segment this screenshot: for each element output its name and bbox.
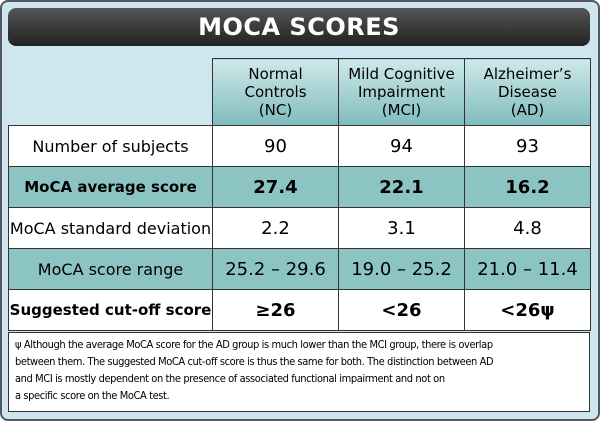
row-label: MoCA standard deviation — [8, 207, 213, 249]
footnote: ψ Although the average MoCA score for th… — [8, 332, 590, 412]
cell: 90 — [212, 125, 339, 167]
cell: 21.0 – 11.4 — [464, 248, 591, 290]
table-row: MoCA average score 27.4 22.1 16.2 — [8, 166, 591, 208]
cell: 2.2 — [212, 207, 339, 249]
header-blank — [8, 58, 213, 126]
header-row: Normal Controls (NC) Mild Cognitive Impairme… — [8, 58, 591, 126]
column-header-line: Mild Cognitive — [348, 65, 455, 83]
cell: 3.1 — [338, 207, 465, 249]
column-header-line: Controls — [244, 83, 307, 101]
row-label: Suggested cut-off score — [8, 289, 213, 331]
cell: 27.4 — [212, 166, 339, 208]
cell: ≥26 — [212, 289, 339, 331]
cell: 25.2 – 29.6 — [212, 248, 339, 290]
cell: <26 — [338, 289, 465, 331]
table: Normal Controls (NC) Mild Cognitive Impairme… — [8, 58, 591, 331]
column-header-line: Normal — [248, 65, 303, 83]
cell: 22.1 — [338, 166, 465, 208]
column-header-line: Disease — [498, 83, 557, 101]
row-label: MoCA score range — [8, 248, 213, 290]
row-label: MoCA average score — [8, 166, 213, 208]
cell: 94 — [338, 125, 465, 167]
cell: 4.8 — [464, 207, 591, 249]
table-row: Number of subjects 90 94 93 — [8, 125, 591, 167]
column-header-line: (AD) — [510, 101, 545, 119]
cell: <26ψ — [464, 289, 591, 331]
column-header-line: (MCI) — [381, 101, 422, 119]
table-row: Suggested cut-off score ≥26 <26 <26ψ — [8, 289, 591, 331]
footnote-line: and MCI is mostly dependent on the prese… — [15, 372, 445, 385]
column-header: Mild Cognitive Impairment (MCI) — [338, 58, 465, 126]
column-header: Alzheimer’s Disease (AD) — [464, 58, 591, 126]
column-header-line: (NC) — [258, 101, 293, 119]
title: MOCA SCORES — [8, 8, 590, 46]
column-header-line: Alzheimer’s — [483, 65, 572, 83]
footnote-line: a specific score on the MoCA test. — [15, 389, 170, 402]
cell: 16.2 — [464, 166, 591, 208]
table-row: MoCA standard deviation 2.2 3.1 4.8 — [8, 207, 591, 249]
footnote-line: between them. The suggested MoCA cut-off… — [15, 355, 494, 368]
row-label: Number of subjects — [8, 125, 213, 167]
cell: 19.0 – 25.2 — [338, 248, 465, 290]
footnote-line: ψ Although the average MoCA score for th… — [15, 338, 493, 351]
column-header: Normal Controls (NC) — [212, 58, 339, 126]
table-row: MoCA score range 25.2 – 29.6 19.0 – 25.2 21… — [8, 248, 591, 290]
column-header-line: Impairment — [357, 83, 446, 101]
cell: 93 — [464, 125, 591, 167]
